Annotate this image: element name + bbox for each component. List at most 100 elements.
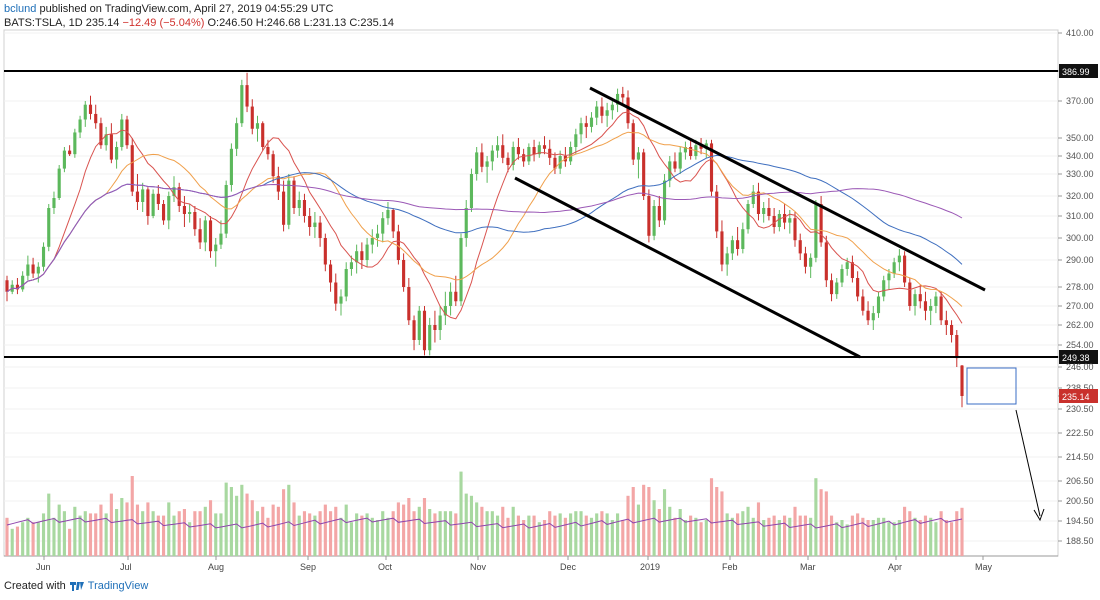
volume-bar: [52, 517, 56, 556]
volume-bar: [939, 511, 943, 556]
candle-body: [47, 208, 51, 247]
candle-body: [5, 280, 9, 292]
candle-body: [282, 191, 286, 225]
volume-bar: [756, 502, 761, 556]
volume-bar: [88, 513, 93, 556]
price-tick-label: 194.50: [1066, 516, 1094, 526]
volume-bar: [704, 520, 708, 556]
volume-bar: [10, 528, 14, 556]
volume-bar: [798, 515, 802, 556]
candle-body: [308, 216, 312, 227]
volume-ma-line: [6, 517, 963, 529]
price-tick-label: 310.00: [1066, 211, 1094, 221]
candle-body: [783, 214, 787, 223]
time-axis-label: Oct: [378, 562, 393, 572]
volume-bar: [208, 500, 213, 556]
tradingview-brand[interactable]: TradingView: [87, 580, 149, 592]
candle-body: [777, 214, 781, 227]
candle-body: [480, 152, 484, 167]
candle-body: [334, 282, 338, 304]
candle-body: [918, 294, 922, 302]
volume-bar: [94, 513, 98, 556]
candle-body: [156, 193, 160, 204]
volume-bar: [328, 511, 333, 556]
volume-bar: [845, 524, 849, 556]
candle-body: [407, 287, 411, 321]
candle-body: [642, 152, 646, 196]
volume-bar: [720, 491, 724, 556]
volume-bar: [569, 513, 573, 556]
candle-body: [683, 147, 687, 153]
candle-body: [198, 229, 202, 243]
volume-bar: [610, 520, 614, 556]
candle-body: [402, 260, 406, 287]
candle-body: [934, 296, 938, 306]
candle-body: [245, 85, 249, 107]
candle-body: [115, 147, 119, 160]
candle-body: [52, 198, 56, 208]
volume-bar: [934, 522, 938, 556]
candle-body: [861, 296, 865, 311]
candle-body: [375, 233, 380, 238]
author-link[interactable]: bclund: [4, 3, 37, 15]
candle-body: [21, 275, 25, 290]
candle-body: [68, 150, 72, 155]
price-tick-label: 370.00: [1066, 96, 1094, 106]
candle-body: [130, 145, 134, 192]
candle-body: [344, 269, 348, 297]
price-tick-label: 200.50: [1066, 496, 1094, 506]
volume-bar: [527, 515, 531, 556]
volume-bar: [908, 511, 912, 556]
price-tick-label: 330.00: [1066, 169, 1094, 179]
time-axis-label: Jun: [36, 562, 51, 572]
candle-body: [939, 296, 943, 321]
volume-bar: [647, 487, 651, 556]
volume-bar: [235, 495, 239, 556]
volume-bar: [245, 493, 249, 556]
price-tick-label: 222.50: [1066, 428, 1094, 438]
volume-bar: [589, 517, 594, 556]
price-tick-label: 300.00: [1066, 233, 1094, 243]
candle-body: [485, 161, 489, 167]
candle-body: [99, 123, 103, 146]
candle-body: [454, 291, 458, 302]
volume-bar: [302, 511, 307, 556]
candle-body: [135, 191, 140, 202]
candle-body: [621, 93, 625, 98]
volume-bar: [730, 517, 734, 556]
candle-body: [255, 123, 260, 129]
volume-bar: [313, 515, 317, 556]
volume-bar: [422, 498, 427, 556]
candle-body: [605, 110, 609, 116]
volume-bar: [579, 511, 583, 556]
candle-body: [887, 273, 891, 281]
volume-bar: [683, 520, 687, 556]
candle-body: [662, 180, 667, 221]
candle-body: [871, 313, 875, 321]
volume-bar: [809, 517, 813, 556]
volume-bar: [558, 513, 562, 556]
candle-body: [949, 325, 954, 335]
price-tick-label: 214.50: [1066, 452, 1094, 462]
volume-bar: [407, 498, 411, 556]
candle-body: [235, 123, 239, 149]
candle-body: [913, 294, 917, 306]
price-tick-label: 270.00: [1066, 301, 1094, 311]
volume-bar: [595, 513, 599, 556]
volume-bar: [814, 478, 818, 556]
volume-bar: [375, 520, 380, 556]
volume-bar: [835, 522, 839, 556]
volume-bar: [318, 511, 322, 556]
candle-body: [845, 262, 849, 269]
price-marker-label: 386.99: [1062, 67, 1090, 77]
price-marker-label: 249.38: [1062, 353, 1090, 363]
volume-bar: [78, 515, 82, 556]
price-change: −12.49 (−5.04%): [122, 17, 205, 29]
candle-body: [41, 246, 46, 267]
price-marker-box: [1059, 389, 1098, 403]
volume-bar: [26, 517, 30, 556]
volume-bar: [365, 513, 369, 556]
candle-body: [610, 104, 614, 111]
volume-bar: [438, 511, 442, 556]
